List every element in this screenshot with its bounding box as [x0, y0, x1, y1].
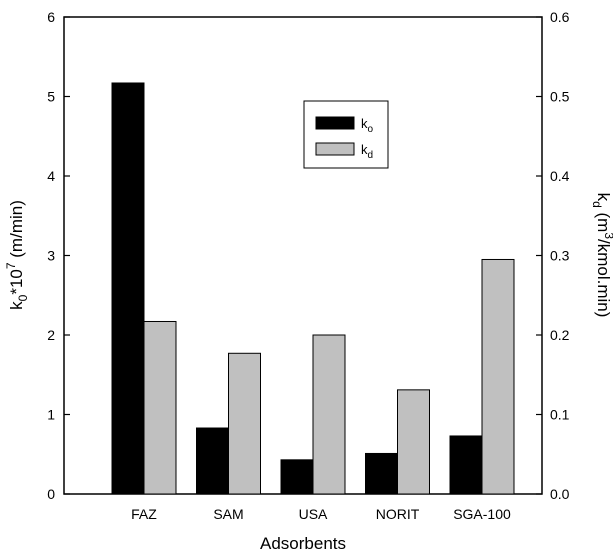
legend-label-kd: kd — [361, 142, 373, 161]
left-axis: 0 1 2 3 4 5 6 — [47, 9, 70, 502]
x-axis: FAZ SAM USA NORIT SGA-100 — [131, 506, 511, 522]
bar-ko-faz — [111, 82, 145, 495]
bar-ko-norit — [365, 452, 398, 495]
bar-kd-usa — [312, 334, 346, 495]
right-tick-label: 0.0 — [550, 486, 570, 502]
bar-kd-norit — [397, 389, 430, 495]
legend-swatch-ko — [315, 116, 355, 130]
bar-ko-sam — [196, 427, 229, 495]
left-tick-label: 4 — [47, 168, 55, 184]
bars-group — [111, 82, 515, 495]
right-tick-label: 0.6 — [550, 9, 570, 25]
right-tick-label: 0.4 — [550, 168, 570, 184]
left-tick-label: 3 — [47, 248, 55, 264]
legend-box — [303, 100, 389, 169]
left-axis-title: k0*107 (m/min) — [4, 200, 30, 310]
right-axis-title: kd (m3/kmol.min) — [590, 193, 613, 318]
x-axis-title: Adsorbents — [260, 534, 346, 553]
right-tick-label: 0.2 — [550, 327, 570, 343]
right-tick-label: 0.5 — [550, 89, 570, 105]
legend-label-ko: ko — [361, 116, 374, 135]
bar-kd-sam — [228, 352, 261, 495]
x-tick-label: NORIT — [376, 506, 420, 522]
bar-ko-usa — [280, 459, 314, 495]
legend-swatch-kd — [315, 142, 355, 156]
left-tick-label: 2 — [47, 327, 55, 343]
bar-ko-sga-100 — [449, 435, 483, 495]
right-tick-label: 0.1 — [550, 407, 570, 423]
left-tick-label: 6 — [47, 9, 55, 25]
left-tick-label: 5 — [47, 89, 55, 105]
left-tick-label: 1 — [47, 407, 55, 423]
x-tick-label: SGA-100 — [453, 506, 511, 522]
x-tick-label: USA — [299, 506, 328, 522]
bar-kd-faz — [143, 320, 177, 495]
x-tick-label: FAZ — [131, 506, 157, 522]
bar-kd-sga-100 — [481, 258, 515, 495]
x-tick-label: SAM — [213, 506, 243, 522]
left-tick-label: 0 — [47, 486, 55, 502]
right-tick-label: 0.3 — [550, 248, 570, 264]
right-axis: 0.0 0.1 0.2 0.3 0.4 0.5 0.6 — [536, 9, 570, 502]
legend: ko kd — [303, 100, 389, 169]
